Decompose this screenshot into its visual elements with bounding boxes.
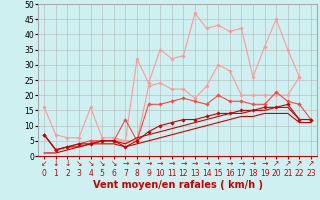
X-axis label: Vent moyen/en rafales ( km/h ): Vent moyen/en rafales ( km/h )	[92, 180, 263, 190]
